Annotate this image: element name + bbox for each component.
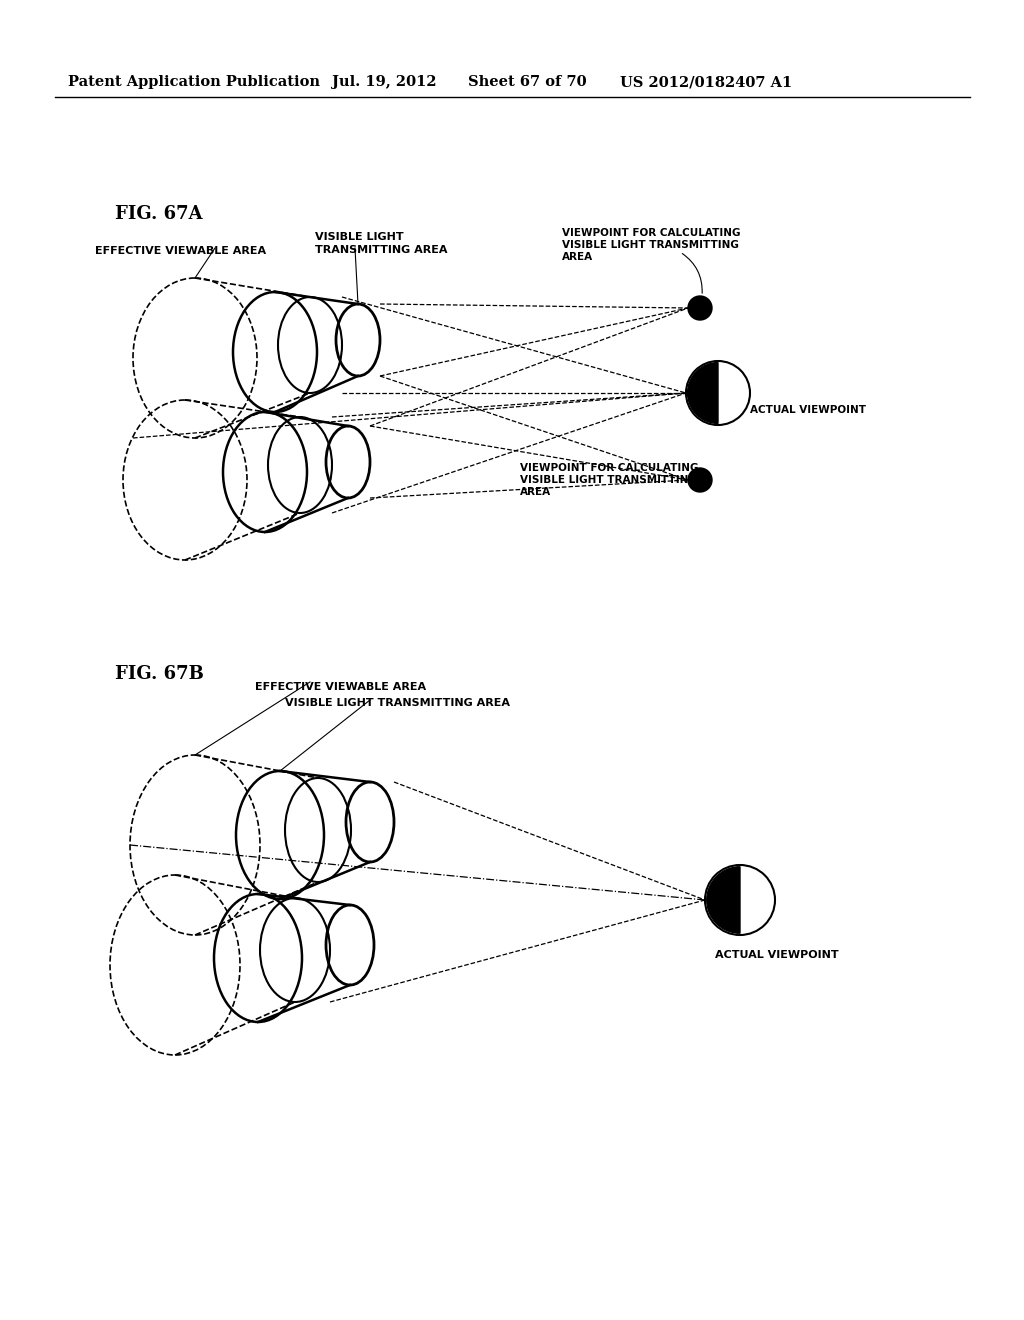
Text: FIG. 67B: FIG. 67B [115,665,204,682]
Text: ACTUAL VIEWPOINT: ACTUAL VIEWPOINT [750,405,866,414]
Text: VISIBLE LIGHT: VISIBLE LIGHT [315,232,403,242]
Wedge shape [707,867,740,933]
Text: TRANSMITTING AREA: TRANSMITTING AREA [315,246,447,255]
Text: ACTUAL VIEWPOINT: ACTUAL VIEWPOINT [715,950,839,960]
Circle shape [688,469,712,492]
Text: VIEWPOINT FOR CALCULATING: VIEWPOINT FOR CALCULATING [520,463,698,473]
Text: VISIBLE LIGHT TRANSMITTING AREA: VISIBLE LIGHT TRANSMITTING AREA [285,698,510,708]
Text: Patent Application Publication: Patent Application Publication [68,75,319,88]
Text: VIEWPOINT FOR CALCULATING: VIEWPOINT FOR CALCULATING [562,228,740,238]
Text: VISIBLE LIGHT TRANSMITTING: VISIBLE LIGHT TRANSMITTING [562,240,739,249]
Text: AREA: AREA [562,252,593,261]
Text: Sheet 67 of 70: Sheet 67 of 70 [468,75,587,88]
Text: EFFECTIVE VIEWABLE AREA: EFFECTIVE VIEWABLE AREA [95,246,266,256]
Circle shape [688,296,712,319]
Text: FIG. 67A: FIG. 67A [115,205,203,223]
Text: Jul. 19, 2012: Jul. 19, 2012 [332,75,436,88]
Text: VISIBLE LIGHT TRANSMITTING: VISIBLE LIGHT TRANSMITTING [520,475,697,484]
Circle shape [686,360,750,425]
Text: AREA: AREA [520,487,551,498]
Text: US 2012/0182407 A1: US 2012/0182407 A1 [620,75,793,88]
Wedge shape [687,363,718,424]
Text: EFFECTIVE VIEWABLE AREA: EFFECTIVE VIEWABLE AREA [255,682,426,692]
Circle shape [705,865,775,935]
